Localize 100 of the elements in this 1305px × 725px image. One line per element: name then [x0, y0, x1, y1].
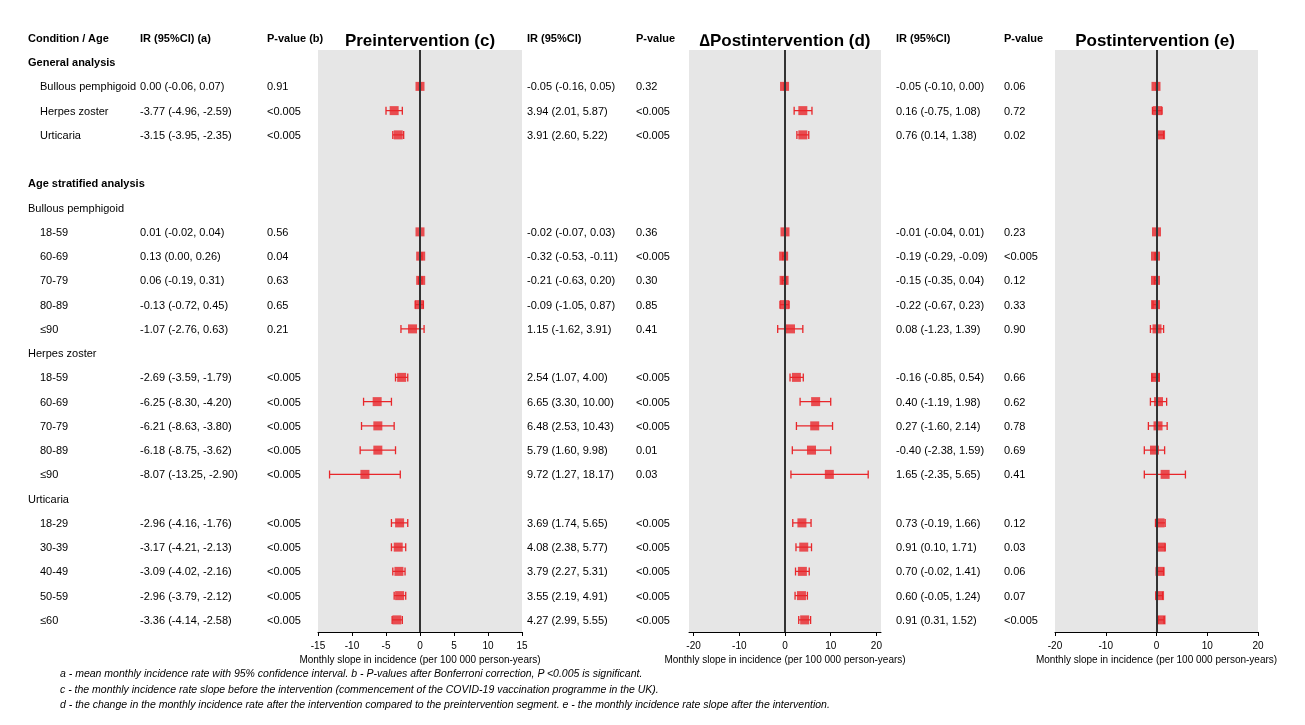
category-label: -0.22 (-0.67, 0.23): [896, 297, 985, 312]
category-label: 0.06: [1004, 79, 1026, 94]
category-label: <0.005: [636, 103, 670, 118]
text: Condition / Age: [28, 31, 109, 45]
category-label: 2.54 (1.07, 4.00): [527, 370, 608, 385]
category-label: -6.21 (-8.63, -3.80): [140, 418, 232, 433]
category-label: -3.15 (-3.95, -2.35): [140, 127, 232, 142]
text: a - mean monthly incidence rate with 95% confidence interval. b - P-values after Bonferroni correction, P <0.005 is significant.: [60, 666, 644, 681]
category-label: 5.79 (1.60, 9.98): [527, 443, 608, 458]
category-label: 0.76 (0.14, 1.38): [896, 127, 977, 142]
category-label: 0.32: [636, 79, 658, 94]
category-label: 0.91 (0.31, 1.52): [896, 612, 977, 627]
point: [785, 324, 795, 334]
text: IR (95%CI) (a): [140, 31, 211, 45]
category-label: Bullous pemphigoid: [40, 79, 137, 94]
category-label: <0.005: [267, 467, 301, 482]
category-label: -2.96 (-4.16, -1.76): [140, 515, 232, 530]
category-label: -0.01 (-0.04, 0.01): [896, 224, 985, 239]
category-label: 6.48 (2.53, 10.43): [527, 418, 614, 433]
category-label: 0.07: [1004, 588, 1026, 603]
category-label: -0.19 (-0.29, -0.09): [896, 249, 988, 264]
category-label: <0.005: [267, 564, 301, 579]
category-label: 70-79: [40, 273, 69, 288]
x-tick-label: 10: [1201, 639, 1214, 651]
category-label: 0.01: [636, 443, 658, 458]
category-label: <0.005: [1004, 612, 1038, 627]
chart-title: ∆Postintervention (d): [699, 31, 871, 50]
category-label: -0.16 (-0.85, 0.54): [896, 370, 985, 385]
category-label: ≤60: [40, 612, 59, 627]
category-label: Herpes zoster: [28, 346, 97, 361]
category-label: 0.12: [1004, 515, 1026, 530]
point: [824, 469, 834, 479]
category-label: <0.005: [267, 540, 301, 555]
chart-title: Postintervention (e): [1075, 31, 1235, 50]
point: [811, 397, 821, 407]
category-label: 0.90: [1004, 321, 1026, 336]
x-tick-label: 10: [482, 639, 494, 651]
category-label: 0.21: [267, 321, 289, 336]
category-label: <0.005: [636, 127, 670, 142]
x-axis-title: Monthly slope in incidence (per 100 000 person-years): [664, 654, 906, 666]
x-tick-label: 20: [870, 639, 883, 651]
category-label: -3.36 (-4.14, -2.58): [140, 612, 232, 627]
category-label: 3.91 (2.60, 5.22): [527, 127, 608, 142]
category-label: 3.69 (1.74, 5.65): [527, 515, 608, 530]
category-label: 9.72 (1.27, 18.17): [527, 467, 614, 482]
point: [797, 518, 807, 528]
category-label: 0.40 (-1.19, 1.98): [896, 394, 981, 409]
category-label: <0.005: [636, 540, 670, 555]
category-label: 3.55 (2.19, 4.91): [527, 588, 608, 603]
category-label: -0.05 (-0.16, 0.05): [527, 79, 616, 94]
category-label: <0.005: [267, 127, 301, 142]
category-label: -0.40 (-2.38, 1.59): [896, 443, 985, 458]
category-label: -1.07 (-2.76, 0.63): [140, 321, 229, 336]
category-label: 0.33: [1004, 297, 1026, 312]
category-label: 0.66: [1004, 370, 1026, 385]
category-label: 18-59: [40, 370, 69, 385]
x-tick-label: 0: [417, 639, 424, 651]
category-label: 0.30: [636, 273, 658, 288]
category-label: 0.00 (-0.06, 0.07): [140, 79, 225, 94]
category-label: 0.78: [1004, 418, 1026, 433]
category-label: 3.94 (2.01, 5.87): [527, 103, 608, 118]
category-label: -3.77 (-4.96, -2.59): [140, 103, 232, 118]
category-label: -2.96 (-3.79, -2.12): [140, 588, 232, 603]
category-label: Herpes zoster: [40, 103, 109, 118]
category-label: <0.005: [267, 418, 301, 433]
category-label: 0.04: [267, 249, 289, 264]
category-label: 60-69: [40, 249, 69, 264]
category-label: 3.79 (2.27, 5.31): [527, 564, 608, 579]
text: d - the change in the monthly incidence rate after the intervention compared to the preintervention segment. e - the monthly incidence rate slope after the intervention.: [60, 697, 830, 712]
x-tick-label: 20: [1252, 639, 1264, 651]
category-label: -3.09 (-4.02, -2.16): [140, 564, 232, 579]
category-label: 0.70 (-0.02, 1.41): [896, 564, 981, 579]
x-tick-label: 0: [782, 639, 789, 651]
category-label: 0.41: [636, 321, 658, 336]
category-label: 30-39: [40, 540, 69, 555]
category-label: -2.69 (-3.59, -1.79): [140, 370, 232, 385]
category-label: <0.005: [636, 370, 670, 385]
category-label: Urticaria: [40, 127, 81, 142]
point: [799, 542, 809, 552]
category-label: 0.03: [1004, 540, 1026, 555]
category-label: <0.005: [636, 515, 670, 530]
point: [1160, 469, 1170, 479]
point: [389, 106, 399, 116]
category-label: 60-69: [40, 394, 69, 409]
point: [395, 518, 405, 528]
x-tick-label: -10: [1098, 639, 1114, 651]
category-label: 0.91 (0.10, 1.71): [896, 540, 977, 555]
category-label: -0.02 (-0.07, 0.03): [527, 224, 616, 239]
category-label: 80-89: [40, 297, 69, 312]
category-label: 0.91: [267, 79, 289, 94]
point: [372, 397, 382, 407]
text: P-value (b): [267, 31, 324, 45]
category-label: -6.18 (-8.75, -3.62): [140, 443, 232, 458]
category-label: <0.005: [267, 370, 301, 385]
category-label: 0.06: [1004, 564, 1026, 579]
x-axis-title: Monthly slope in incidence (per 100 000 person-years): [1035, 654, 1278, 666]
category-label: <0.005: [636, 588, 670, 603]
x-tick-label: 0: [1153, 639, 1160, 651]
x-tick-label: -10: [732, 639, 747, 651]
text: c - the monthly incidence rate slope before the intervention (commencement of the COVID-19 vaccination programme in the UK).: [60, 681, 660, 697]
